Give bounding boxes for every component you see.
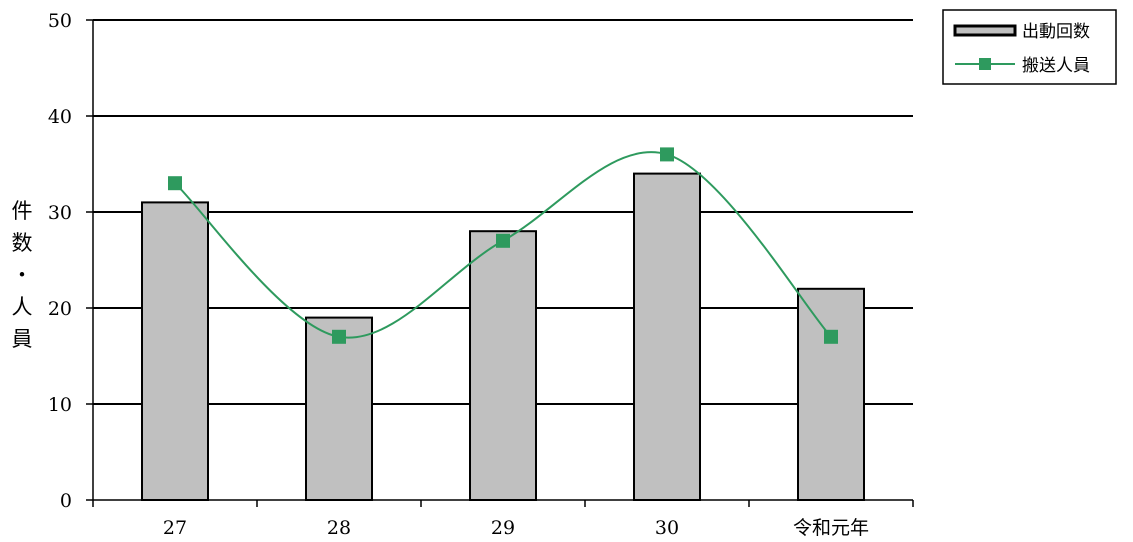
y-axis-label-char: 数	[12, 231, 33, 255]
gridlines	[93, 19, 913, 405]
bar-series	[141, 172, 865, 501]
bar	[141, 201, 209, 501]
y-tick-label: 50	[48, 10, 72, 32]
line-point	[660, 147, 674, 162]
x-tick-label: 30	[655, 517, 679, 539]
x-tick-label: 令和元年	[793, 517, 869, 539]
y-axis-label-char: ・	[12, 263, 33, 287]
bar	[305, 316, 373, 501]
y-tick-label: 20	[48, 298, 72, 320]
legend-marker	[979, 58, 991, 70]
x-tick-label: 27	[163, 517, 187, 539]
y-axis-label: 件数・人員	[12, 199, 33, 351]
y-axis-label-char: 人	[12, 295, 33, 319]
legend-label: 搬送人員	[1022, 56, 1090, 76]
y-axis-label-char: 員	[12, 327, 33, 351]
y-tick-label: 40	[48, 106, 72, 128]
y-tick-label: 10	[48, 394, 72, 416]
line-point	[332, 329, 346, 344]
line-point	[824, 329, 838, 344]
bar	[469, 230, 537, 501]
y-tick-label: 30	[48, 202, 72, 224]
bar	[633, 172, 701, 501]
x-tick-label: 28	[327, 517, 351, 539]
line-series	[168, 147, 838, 344]
y-axis-label-char: 件	[12, 199, 33, 223]
y-tick-label: 0	[60, 490, 72, 512]
legend-label: 出動回数	[1022, 22, 1090, 42]
axes: 0 10 20 30 40 50 27 28 29 30 令和元年	[48, 10, 914, 539]
legend-box	[942, 9, 1117, 85]
x-tick-label: 29	[491, 517, 515, 539]
line-point	[496, 233, 510, 248]
bar	[797, 287, 865, 501]
line-point	[168, 176, 182, 191]
legend-bar-swatch	[953, 24, 1017, 37]
